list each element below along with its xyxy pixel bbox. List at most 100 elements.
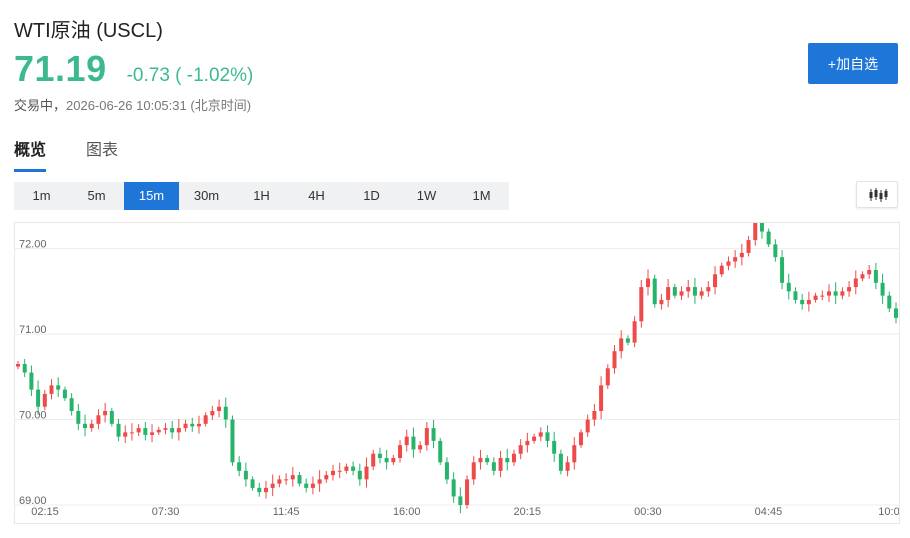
x-tick-label: 07:30	[152, 506, 180, 518]
candle-body	[310, 483, 315, 488]
candlestick-icon	[869, 188, 888, 202]
candle-body	[398, 445, 403, 458]
candle-body	[237, 462, 242, 471]
period-1h[interactable]: 1H	[253, 188, 270, 203]
candle-body	[331, 470, 336, 476]
price-row: 71.19 -0.73 ( -1.02%)	[14, 48, 253, 90]
candle-body	[518, 445, 523, 454]
candle-body	[793, 291, 798, 300]
candle-body	[230, 419, 235, 463]
timestamp: 2026-06-26 10:05:31	[66, 98, 187, 113]
candle-body	[270, 483, 275, 488]
candle-body	[263, 487, 268, 493]
candle-body	[672, 287, 677, 296]
candle-body	[880, 282, 885, 296]
candle-body	[491, 462, 496, 471]
y-tick-label: 72.00	[19, 239, 47, 251]
candle-body	[22, 364, 27, 373]
candle-body	[478, 458, 483, 463]
candle-body	[223, 406, 228, 420]
candle-body	[116, 423, 121, 437]
candle-body	[505, 458, 510, 463]
candle-body	[344, 466, 349, 471]
candle-body	[196, 423, 201, 427]
candle-body	[56, 385, 61, 390]
period-1d[interactable]: 1D	[363, 188, 380, 203]
candle-body	[867, 270, 872, 275]
candle-body	[759, 223, 764, 232]
candle-body	[666, 287, 671, 300]
candle-body	[76, 411, 81, 424]
candle-body	[498, 458, 503, 471]
candle-body	[123, 432, 128, 437]
period-1mo[interactable]: 1M	[472, 188, 491, 203]
candle-body	[170, 428, 175, 433]
candle-body	[150, 432, 155, 435]
candle-body	[753, 223, 758, 241]
main-tabs: 概览 图表	[14, 136, 158, 172]
candle-body	[176, 428, 181, 433]
candle-body	[317, 479, 322, 484]
candle-body	[538, 432, 543, 437]
candle-body	[324, 475, 329, 480]
candle-body	[746, 240, 751, 253]
candle-body	[646, 278, 651, 288]
add-to-watchlist-button[interactable]: +加自选	[808, 43, 898, 84]
period-4h[interactable]: 4H	[308, 188, 325, 203]
period-1m[interactable]: 1m	[32, 188, 51, 203]
candle-body	[471, 462, 476, 480]
current-price: 71.19	[14, 48, 107, 89]
period-30m[interactable]: 30m	[193, 188, 220, 203]
candle-body	[136, 428, 141, 433]
chart-type-button[interactable]	[856, 181, 898, 208]
candle-body	[605, 368, 610, 386]
price-chart[interactable]: 72.00 71.00 70.00 69.00 02:15 07:30 11:45 16:00…	[14, 222, 900, 524]
candle-body	[431, 428, 436, 441]
tab-overview[interactable]: 概览	[14, 136, 47, 172]
candle-body	[89, 423, 94, 429]
candle-body	[337, 470, 342, 472]
candle-body	[438, 440, 443, 463]
candle-body	[826, 291, 831, 296]
candle-body	[418, 445, 423, 450]
candle-body	[659, 299, 664, 305]
candle-body	[525, 440, 530, 446]
period-15m[interactable]: 15m	[124, 182, 179, 210]
candle-body	[250, 479, 255, 488]
x-tick-label: 10:0	[878, 506, 899, 518]
x-tick-label: 00:30	[634, 506, 662, 518]
candle-body	[786, 282, 791, 292]
candle-body	[599, 385, 604, 411]
candle-body	[458, 496, 463, 505]
candle-body	[853, 278, 858, 288]
period-5m[interactable]: 5m	[87, 188, 106, 203]
candle-body	[83, 423, 88, 429]
candle-body	[36, 389, 41, 407]
status-label: 交易中，	[14, 98, 67, 113]
trading-status: 交易中，2026-06-26 10:05:31 (北京时间)	[14, 95, 251, 114]
candle-body	[833, 291, 838, 296]
candle-body	[96, 415, 101, 424]
candle-body	[706, 287, 711, 292]
y-tick-label: 71.00	[19, 324, 47, 336]
period-1w[interactable]: 1W	[416, 188, 437, 203]
candle-body	[578, 432, 583, 446]
candle-body	[612, 351, 617, 369]
y-tick-label: 69.00	[19, 495, 47, 507]
candle-body	[217, 406, 222, 411]
x-tick-label: 11:45	[273, 506, 300, 518]
candle-body	[143, 428, 148, 435]
candle-body	[713, 274, 718, 288]
candle-body	[391, 458, 396, 463]
candle-body	[465, 479, 470, 505]
candle-body	[284, 479, 289, 481]
candle-body	[652, 278, 657, 305]
candle-body	[840, 291, 845, 296]
candle-body	[558, 453, 563, 471]
x-tick-label: 20:15	[514, 506, 542, 518]
candle-body	[109, 411, 114, 424]
candle-body	[592, 411, 597, 420]
candle-body	[377, 453, 382, 458]
tab-chart[interactable]: 图表	[86, 142, 119, 159]
